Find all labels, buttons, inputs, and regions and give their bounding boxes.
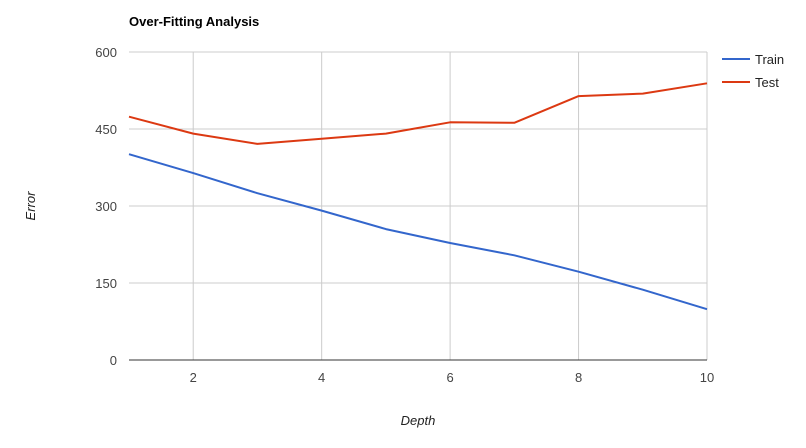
x-axis-ticks: 2 4 6 8 10 (190, 370, 715, 385)
x-tick-label: 2 (190, 370, 197, 385)
x-tick-label: 8 (575, 370, 582, 385)
legend-label-test: Test (755, 75, 779, 90)
x-tick-label: 4 (318, 370, 325, 385)
chart-title: Over-Fitting Analysis (129, 14, 259, 29)
y-tick-label: 150 (95, 276, 117, 291)
legend-label-train: Train (755, 52, 784, 67)
x-axis-title: Depth (401, 413, 436, 428)
gridlines (129, 51, 708, 360)
legend: Train Test (722, 52, 784, 90)
series-line-train (128, 153, 708, 311)
series-line-test (128, 82, 708, 145)
series-lines (128, 82, 708, 311)
y-tick-label: 450 (95, 122, 117, 137)
x-tick-label: 6 (446, 370, 453, 385)
y-axis-title: Error (23, 191, 38, 221)
y-tick-label: 300 (95, 199, 117, 214)
y-tick-label: 600 (95, 45, 117, 60)
x-tick-label: 10 (700, 370, 714, 385)
y-axis-ticks: 0 150 300 450 600 (95, 45, 117, 368)
y-tick-label: 0 (110, 353, 117, 368)
